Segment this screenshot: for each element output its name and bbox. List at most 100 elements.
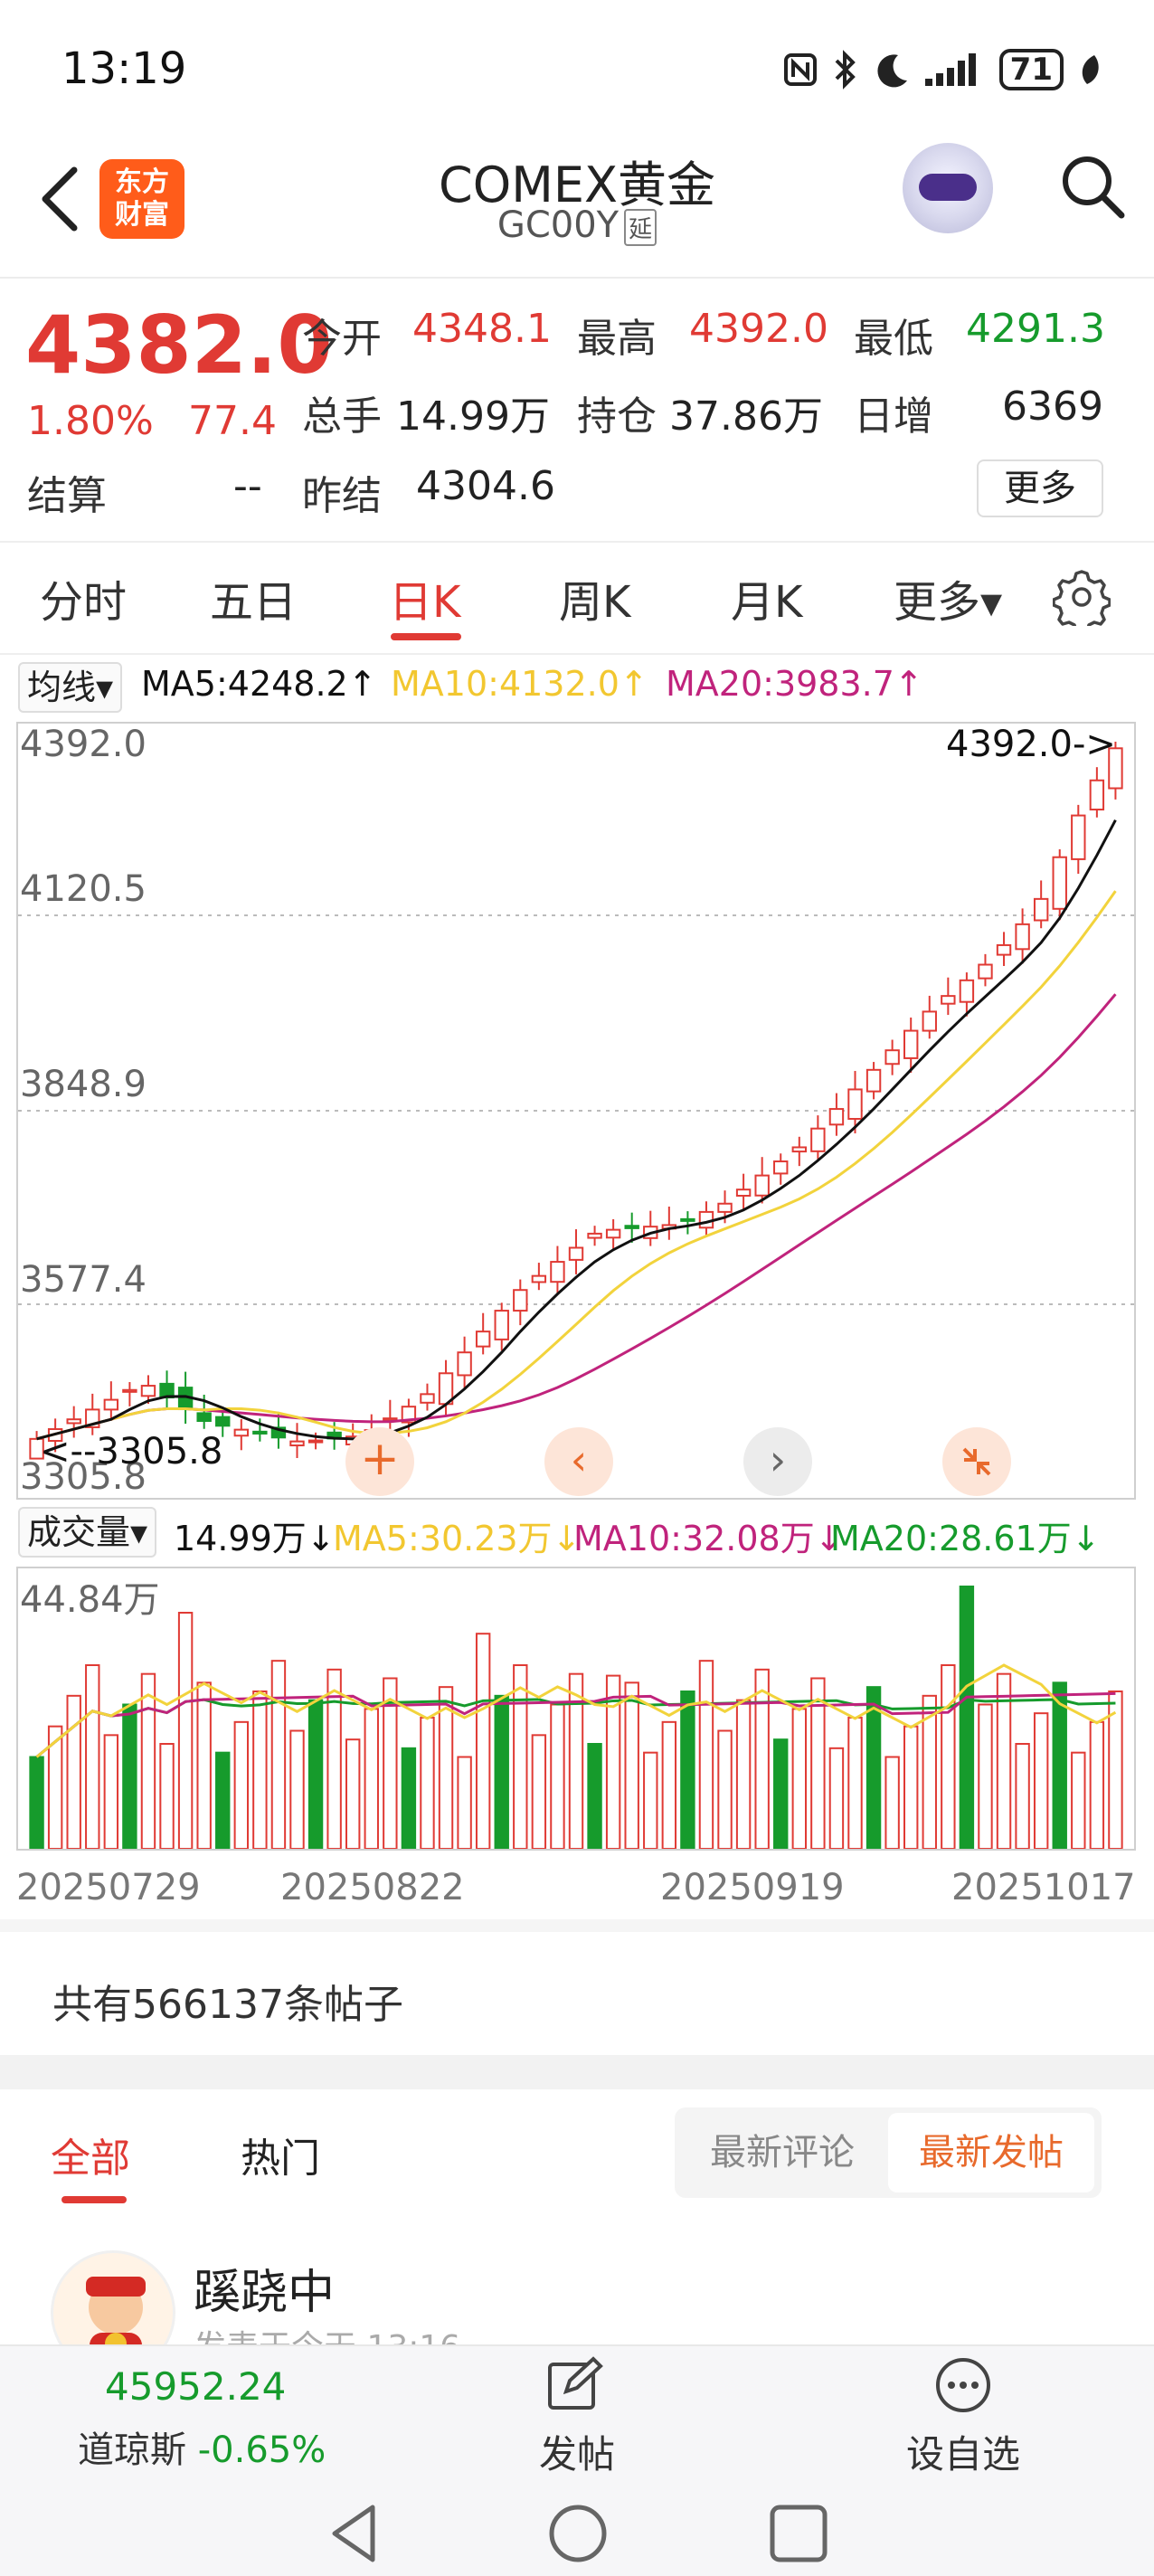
vol-ma20-line xyxy=(35,1698,1116,1758)
ma20-line xyxy=(36,993,1117,1441)
volume-bar xyxy=(66,1694,81,1850)
candle-body xyxy=(828,1108,845,1126)
ma10-legend: MA10:4132.0↑ xyxy=(391,664,648,704)
ma5-legend: MA5:4248.2↑ xyxy=(141,664,377,704)
y-label: 3577.4 xyxy=(20,1259,147,1301)
sort-latest-comment-button[interactable]: 最新评论 xyxy=(710,2132,855,2174)
back-arrow-icon[interactable] xyxy=(34,163,89,235)
volume-bar xyxy=(270,1660,287,1850)
prev-settle-label: 昨结 xyxy=(302,473,382,519)
volume-bar xyxy=(85,1664,100,1850)
volume-bar xyxy=(531,1734,547,1850)
add-watchlist-button[interactable]: 设自选 xyxy=(904,2355,1022,2482)
page-title: COMEX黄金 xyxy=(439,156,715,213)
zoom-in-button[interactable]: + xyxy=(345,1427,414,1496)
candle-body xyxy=(1052,856,1067,910)
low-value: 4291.3 xyxy=(966,306,1105,352)
scroll-left-button[interactable]: ‹ xyxy=(544,1427,613,1496)
tab-hot-posts[interactable]: 热门 xyxy=(241,2136,320,2182)
active-tab-indicator xyxy=(61,2196,127,2203)
bluetooth-icon xyxy=(835,50,856,90)
open-interest-value: 37.86万 xyxy=(669,393,823,440)
vol-ma20-legend: MA20:28.61万↓ xyxy=(830,1519,1101,1558)
tab-all-posts[interactable]: 全部 xyxy=(51,2136,130,2182)
candle-body xyxy=(959,979,975,1003)
volume-indicator-selector[interactable]: 成交量▾ xyxy=(18,1507,157,1558)
tab-five-day[interactable]: 五日 xyxy=(210,577,298,628)
candle-body xyxy=(1033,897,1049,922)
candle-body xyxy=(66,1418,81,1425)
post-button[interactable]: 发帖 xyxy=(532,2355,622,2482)
nav-back-icon[interactable] xyxy=(324,2502,387,2565)
volume-bar xyxy=(959,1586,975,1850)
candle-body xyxy=(29,1437,44,1460)
kline-chart[interactable] xyxy=(16,722,1136,1500)
candle-body xyxy=(717,1202,733,1213)
nfc-icon xyxy=(783,53,817,86)
tab-intraday[interactable]: 分时 xyxy=(40,577,128,628)
candle-body xyxy=(420,1393,435,1404)
candle-body xyxy=(307,1439,324,1444)
nav-recents-icon[interactable] xyxy=(767,2502,830,2565)
volume-bar xyxy=(941,1664,956,1850)
index-ticker[interactable]: 道琼斯 -0.65% xyxy=(78,2420,326,2473)
divider xyxy=(0,653,1154,655)
gear-icon[interactable] xyxy=(1053,568,1111,626)
search-icon[interactable] xyxy=(1056,150,1129,223)
candle-body xyxy=(922,1010,937,1032)
volume-bar xyxy=(568,1672,584,1850)
volume-bar xyxy=(364,1708,379,1850)
sort-latest-post-button[interactable]: 最新发帖 xyxy=(888,2113,1094,2192)
y-label-min: 3305.8 xyxy=(20,1456,147,1498)
assistant-robot-icon[interactable] xyxy=(903,143,993,233)
candle-body xyxy=(494,1310,509,1340)
candle-body xyxy=(103,1398,119,1411)
index-value[interactable]: 45952.24 xyxy=(105,2364,287,2409)
last-price: 4382.0 xyxy=(25,298,333,392)
moon-icon xyxy=(877,54,907,88)
volume-chart[interactable] xyxy=(16,1567,1136,1851)
battery-indicator: 71 xyxy=(998,49,1064,90)
volume-bar xyxy=(494,1694,509,1850)
app-logo: 东方 财富 xyxy=(99,159,184,239)
volume-bar xyxy=(420,1717,435,1850)
volume-bar xyxy=(252,1690,268,1850)
nav-home-icon[interactable] xyxy=(546,2502,610,2565)
volume-bar xyxy=(735,1699,752,1850)
volume-bar xyxy=(233,1720,249,1850)
ma5-line xyxy=(36,819,1117,1441)
indicator-selector[interactable]: 均线▾ xyxy=(18,662,123,713)
volume-bar xyxy=(475,1633,491,1850)
volume-bar xyxy=(215,1751,231,1851)
candle-body xyxy=(1015,923,1030,951)
index-change: -0.65% xyxy=(197,2429,326,2471)
post-count: 共有566137条帖子 xyxy=(52,1982,403,2028)
volume-bar xyxy=(289,1729,305,1850)
post-username[interactable]: 蹊跷中 xyxy=(194,2266,336,2320)
low-marker: <--3305.8 xyxy=(40,1431,223,1473)
candle-body xyxy=(383,1417,398,1422)
y-label: 3848.9 xyxy=(20,1064,147,1105)
change-value: 77.4 xyxy=(188,398,277,444)
volume-plot xyxy=(29,1586,1123,1851)
index-name: 道琼斯 xyxy=(78,2429,186,2471)
volume-bar xyxy=(345,1738,361,1851)
zoom-out-button[interactable] xyxy=(942,1427,1011,1496)
tab-monthly-k[interactable]: 月K xyxy=(731,577,803,628)
tab-more[interactable]: 更多▾ xyxy=(894,577,1003,628)
candle-body xyxy=(735,1189,752,1197)
tab-weekly-k[interactable]: 周K xyxy=(559,577,631,628)
candle-body xyxy=(941,995,956,1005)
tab-daily-k[interactable]: 日K xyxy=(389,577,461,628)
volume-bar xyxy=(122,1703,137,1850)
scroll-right-button[interactable]: › xyxy=(743,1427,812,1496)
vol-ma5-legend: MA5:30.23万↓ xyxy=(333,1519,582,1558)
candle-body xyxy=(289,1440,305,1447)
candle-body xyxy=(140,1385,156,1397)
volume-bar xyxy=(978,1703,993,1850)
settle-value: -- xyxy=(233,463,262,509)
open-interest-label: 持仓 xyxy=(577,393,657,440)
candle-body xyxy=(513,1289,528,1312)
more-quote-button[interactable]: 更多 xyxy=(977,459,1103,517)
leaf-icon xyxy=(1082,55,1099,84)
